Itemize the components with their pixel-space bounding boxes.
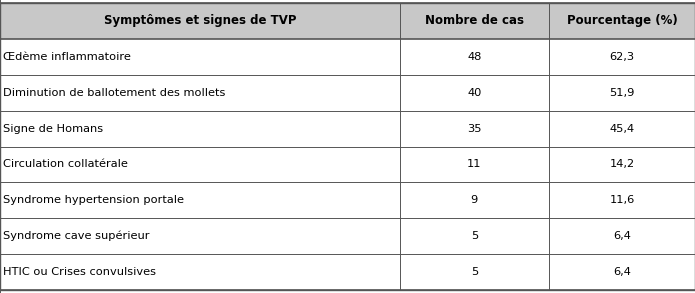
Bar [400, 75, 549, 110]
Bar [549, 254, 695, 290]
Text: 6,4: 6,4 [613, 231, 631, 241]
Bar [0, 146, 400, 182]
Bar [549, 39, 695, 75]
Bar [0, 39, 400, 75]
Text: Syndrome cave supérieur: Syndrome cave supérieur [3, 231, 150, 241]
Text: Syndrome hypertension portale: Syndrome hypertension portale [3, 195, 184, 205]
Bar [549, 182, 695, 218]
Text: 48: 48 [467, 52, 482, 62]
Text: 11,6: 11,6 [610, 195, 635, 205]
Bar [549, 75, 695, 110]
Bar [0, 182, 400, 218]
Bar [400, 146, 549, 182]
Text: 14,2: 14,2 [610, 159, 635, 169]
Text: 5: 5 [471, 231, 478, 241]
Bar [400, 3, 549, 39]
Text: Diminution de ballotement des mollets: Diminution de ballotement des mollets [3, 88, 226, 98]
Text: 5: 5 [471, 267, 478, 277]
Bar [549, 146, 695, 182]
Text: 6,4: 6,4 [613, 267, 631, 277]
Bar [400, 218, 549, 254]
Bar [400, 254, 549, 290]
Text: 51,9: 51,9 [610, 88, 635, 98]
Bar [549, 110, 695, 146]
Text: Œdème inflammatoire: Œdème inflammatoire [3, 52, 131, 62]
Text: 9: 9 [471, 195, 478, 205]
Text: 40: 40 [467, 88, 482, 98]
Text: 62,3: 62,3 [610, 52, 635, 62]
Bar [400, 182, 549, 218]
Text: Symptômes et signes de TVP: Symptômes et signes de TVP [104, 14, 296, 27]
Bar [400, 39, 549, 75]
Text: Signe de Homans: Signe de Homans [3, 124, 104, 134]
Bar [0, 3, 400, 39]
Bar [0, 254, 400, 290]
Text: Nombre de cas: Nombre de cas [425, 14, 524, 27]
Bar [0, 110, 400, 146]
Bar [0, 218, 400, 254]
Bar [0, 75, 400, 110]
Text: 11: 11 [467, 159, 482, 169]
Text: HTIC ou Crises convulsives: HTIC ou Crises convulsives [3, 267, 156, 277]
Bar [549, 218, 695, 254]
Text: Pourcentage (%): Pourcentage (%) [566, 14, 678, 27]
Bar [549, 3, 695, 39]
Text: 45,4: 45,4 [610, 124, 635, 134]
Text: 35: 35 [467, 124, 482, 134]
Text: Circulation collatérale: Circulation collatérale [3, 159, 129, 169]
Bar [400, 110, 549, 146]
